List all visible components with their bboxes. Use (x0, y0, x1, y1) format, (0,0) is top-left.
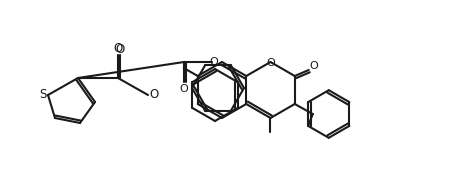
Text: S: S (39, 89, 46, 102)
Text: O: O (308, 61, 318, 71)
Text: O: O (149, 89, 158, 102)
Text: O: O (115, 43, 124, 56)
Text: O: O (266, 58, 274, 68)
Text: O: O (209, 57, 218, 67)
Text: O: O (179, 84, 188, 94)
Text: O: O (113, 42, 122, 55)
